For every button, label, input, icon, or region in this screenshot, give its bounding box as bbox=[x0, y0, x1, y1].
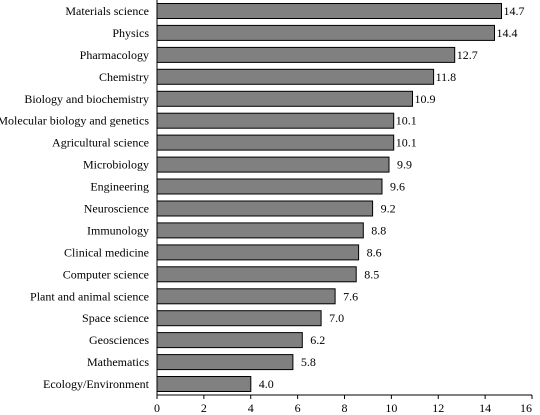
value-label-11: 8.6 bbox=[367, 245, 382, 259]
bar-3 bbox=[156, 68, 435, 85]
category-label-17: Ecology/Environment bbox=[43, 377, 150, 391]
x-tick-label-5: 10 bbox=[385, 401, 397, 415]
value-label-12: 8.5 bbox=[364, 267, 379, 281]
value-label-14: 7.0 bbox=[329, 311, 344, 325]
x-tick-label-4: 8 bbox=[342, 401, 348, 415]
category-labels-group: Materials science Physics Pharmacology Chem… bbox=[0, 4, 150, 391]
value-label-17: 4.0 bbox=[259, 377, 274, 391]
category-label-9: Neuroscience bbox=[84, 202, 149, 216]
bar-12 bbox=[156, 266, 357, 283]
value-label-3: 11.8 bbox=[436, 70, 457, 84]
category-label-6: Agricultural science bbox=[52, 136, 149, 150]
category-label-8: Engineering bbox=[90, 180, 149, 194]
bar-11 bbox=[156, 244, 360, 261]
bar-17 bbox=[156, 376, 252, 392]
bar-0 bbox=[156, 3, 502, 19]
x-tick-label-6: 12 bbox=[432, 401, 444, 415]
value-label-5: 10.1 bbox=[396, 114, 417, 128]
category-label-7: Microbiology bbox=[83, 158, 149, 172]
bar-9 bbox=[156, 200, 374, 217]
category-label-14: Space science bbox=[82, 311, 149, 325]
bar-4 bbox=[156, 90, 413, 107]
category-label-2: Pharmacology bbox=[80, 48, 149, 62]
bar-14 bbox=[156, 310, 322, 327]
value-label-2: 12.7 bbox=[457, 48, 478, 62]
x-ticks-group: 0 2 4 6 8 10 12 14 16 bbox=[154, 395, 533, 415]
bars-group bbox=[156, 3, 502, 392]
category-label-10: Immunology bbox=[87, 223, 149, 237]
value-label-16: 5.8 bbox=[301, 355, 316, 369]
value-label-13: 7.6 bbox=[343, 289, 358, 303]
value-label-7: 9.9 bbox=[397, 158, 412, 172]
value-labels-group: 14.7 14.4 12.711.810.9 10.1 10.1 9.9 9.6 9.2 8.8… bbox=[259, 4, 525, 391]
x-tick-label-1: 2 bbox=[201, 401, 207, 415]
category-label-0: Materials science bbox=[65, 4, 149, 18]
category-label-11: Clinical medicine bbox=[64, 245, 149, 259]
category-label-1: Physics bbox=[112, 26, 149, 40]
bar-5 bbox=[156, 112, 395, 129]
bar-8 bbox=[156, 178, 383, 195]
bar-6 bbox=[156, 134, 395, 151]
value-label-1: 14.4 bbox=[497, 26, 518, 40]
x-tick-label-7: 14 bbox=[479, 401, 491, 415]
value-label-4: 10.9 bbox=[415, 92, 436, 106]
bar-16 bbox=[156, 354, 294, 371]
value-label-6: 10.1 bbox=[396, 136, 417, 150]
category-label-16: Mathematics bbox=[87, 355, 149, 369]
category-label-3: Chemistry bbox=[99, 70, 149, 84]
value-label-10: 8.8 bbox=[371, 223, 386, 237]
bar-7 bbox=[156, 156, 390, 173]
x-tick-label-2: 4 bbox=[248, 401, 254, 415]
value-label-0: 14.7 bbox=[504, 4, 525, 18]
bar-13 bbox=[156, 288, 336, 305]
value-label-8: 9.6 bbox=[390, 180, 405, 194]
category-label-13: Plant and animal science bbox=[30, 289, 149, 303]
category-label-5: Molecular biology and genetics bbox=[0, 114, 149, 128]
category-label-12: Computer science bbox=[63, 267, 149, 281]
value-label-9: 9.2 bbox=[381, 202, 396, 216]
bar-1 bbox=[156, 24, 495, 41]
bar-10 bbox=[156, 222, 364, 239]
bar-2 bbox=[156, 46, 456, 63]
bar-15 bbox=[156, 332, 303, 349]
x-tick-label-8: 16 bbox=[520, 401, 532, 415]
value-label-15: 6.2 bbox=[310, 333, 325, 347]
category-label-4: Biology and biochemistry bbox=[24, 92, 149, 106]
x-tick-label-3: 6 bbox=[295, 401, 301, 415]
x-tick-label-0: 0 bbox=[154, 401, 160, 415]
category-label-15: Geosciences bbox=[89, 333, 149, 347]
